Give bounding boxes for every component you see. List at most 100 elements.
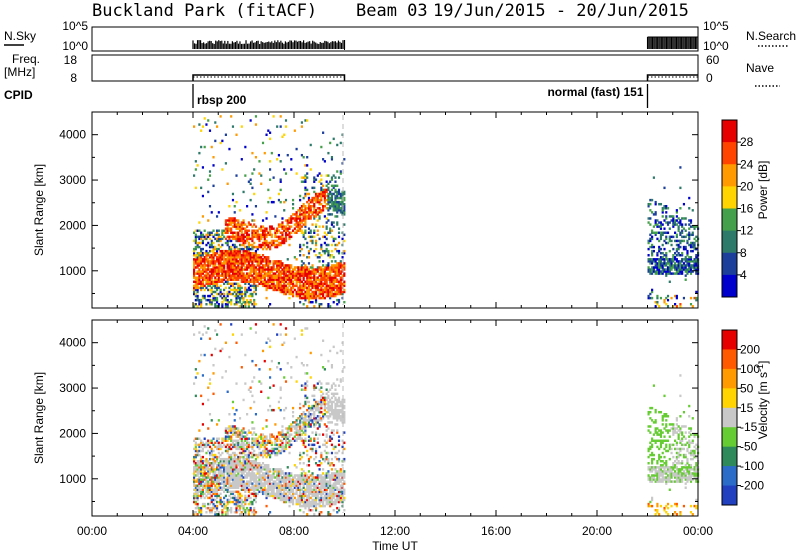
power-cell — [260, 243, 263, 247]
power-cell — [237, 290, 240, 294]
velocity-cell — [256, 484, 259, 487]
power-cell — [238, 268, 242, 271]
velocity-cell — [249, 496, 252, 500]
power-cell — [201, 266, 205, 269]
velocity-cell — [261, 441, 265, 445]
velocity-cell — [311, 484, 314, 487]
power-cell — [682, 268, 686, 271]
velocity-cell — [281, 441, 284, 445]
power-cell — [283, 200, 286, 204]
power-cell — [228, 219, 231, 222]
velocity-cell — [272, 435, 275, 438]
power-cell — [665, 207, 668, 210]
power-cell — [332, 268, 335, 271]
power-cell — [343, 288, 346, 292]
power-cell — [210, 292, 213, 296]
power-cell — [652, 245, 655, 249]
velocity-cell — [302, 439, 305, 442]
power-cell — [261, 243, 265, 247]
velocity-cell — [293, 427, 296, 430]
velocity-cell — [267, 451, 270, 455]
velocity-cell — [265, 447, 268, 451]
velocity-cell — [307, 464, 311, 467]
velocity-cell — [235, 453, 238, 457]
power-cell — [318, 192, 321, 196]
power-cell — [313, 276, 316, 279]
power-cell — [649, 198, 652, 202]
power-cell — [224, 249, 227, 253]
power-cell — [290, 280, 293, 283]
power-cell — [254, 115, 258, 118]
power-cell — [291, 282, 295, 286]
velocity-cell — [221, 445, 224, 449]
power-cell — [290, 282, 293, 286]
velocity-cell — [238, 462, 242, 465]
velocity-cell — [288, 490, 291, 494]
velocity-cell — [194, 447, 197, 451]
power-cell — [651, 211, 654, 214]
velocity-cell — [288, 482, 291, 485]
power-cell — [320, 198, 323, 202]
power-cell — [334, 286, 337, 290]
power-cell — [297, 268, 300, 271]
power-cell — [327, 207, 330, 210]
power-cell — [307, 282, 311, 286]
power-cell — [198, 123, 201, 126]
power-cell — [196, 298, 199, 302]
velocity-cell — [226, 390, 229, 393]
power-cell — [215, 231, 219, 234]
velocity-cell — [288, 443, 291, 447]
velocity-cell — [281, 488, 284, 491]
velocity-cell — [212, 492, 215, 496]
power-cell — [291, 290, 295, 294]
power-cell — [214, 296, 217, 300]
power-cell — [263, 151, 266, 155]
velocity-cell — [251, 439, 254, 442]
velocity-cell — [300, 427, 303, 430]
velocity-cell — [208, 457, 212, 461]
power-cell — [274, 215, 277, 218]
velocity-cell — [260, 470, 263, 473]
velocity-cell — [293, 337, 296, 340]
power-cell — [212, 235, 215, 239]
velocity-cell — [304, 445, 307, 449]
power-cell — [242, 239, 245, 243]
velocity-cell — [302, 423, 305, 426]
power-cell — [286, 270, 289, 273]
velocity-cell — [267, 408, 270, 412]
power-cell — [330, 286, 334, 290]
power-cell — [314, 270, 318, 273]
velocity-cell — [293, 484, 296, 487]
power-cell — [320, 196, 323, 200]
power-cell — [299, 194, 302, 198]
velocity-cell — [217, 488, 220, 491]
power-cell — [233, 247, 236, 251]
power-cell — [283, 284, 286, 288]
power-cell — [693, 241, 696, 245]
power-cell — [330, 176, 334, 179]
velocity-cell — [284, 443, 288, 447]
power-cell — [283, 209, 286, 212]
velocity-cell — [270, 433, 273, 436]
power-cell — [327, 200, 330, 204]
velocity-cell — [226, 457, 229, 461]
velocity-cell — [196, 498, 199, 502]
velocity-cell — [237, 490, 240, 494]
velocity-cell — [226, 466, 229, 469]
velocity-cell — [265, 435, 268, 438]
velocity-cell — [235, 480, 238, 483]
power-cell — [194, 282, 197, 286]
power-cell — [283, 237, 286, 241]
velocity-cell — [304, 500, 307, 504]
power-cell — [267, 268, 270, 271]
power-cell — [246, 272, 249, 275]
power-cell — [689, 296, 693, 300]
velocity-cell — [226, 500, 229, 504]
velocity-cell — [281, 343, 284, 347]
velocity-cell — [201, 492, 205, 496]
velocity-cell — [223, 462, 226, 465]
power-cell — [208, 262, 212, 265]
velocity-cell — [210, 470, 213, 473]
velocity-cell — [253, 488, 256, 491]
power-cell — [205, 286, 208, 290]
